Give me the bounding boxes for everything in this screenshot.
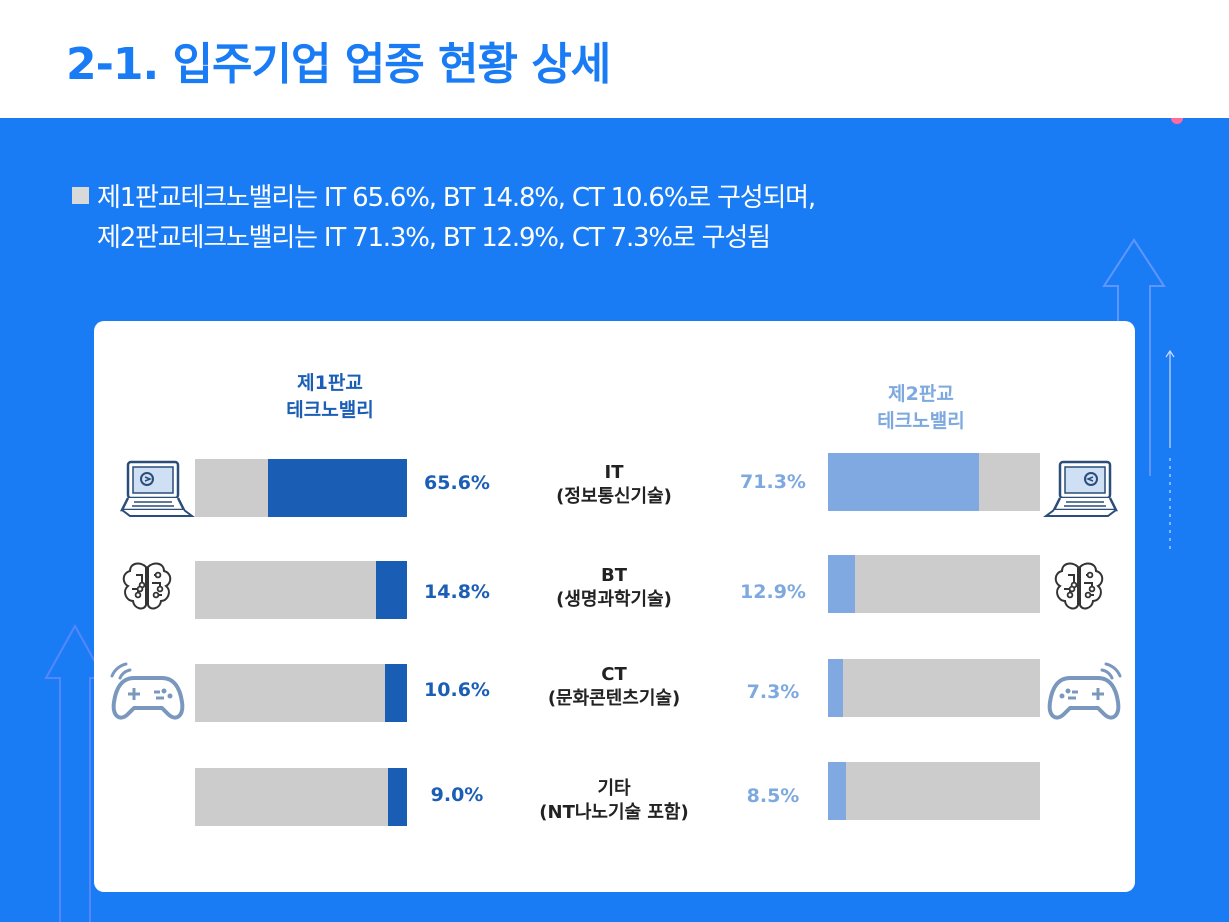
data-label-left: 14.8% — [424, 581, 490, 603]
laptop-icon — [120, 460, 195, 517]
brain-icon — [122, 562, 172, 610]
data-label-left: 65.6% — [424, 472, 490, 494]
data-label-right: 12.9% — [740, 581, 806, 603]
bar-track-left — [195, 768, 407, 826]
data-label-right: 8.5% — [746, 785, 800, 807]
category-label-line2: (생명과학기술) — [556, 589, 672, 610]
bar-track-left — [195, 664, 407, 722]
series-title-left: 제1판교 테크노밸리 — [250, 370, 410, 424]
decorative-arrow-icon — [1102, 238, 1166, 476]
data-label-left: 9.0% — [430, 784, 484, 806]
summary-text-1: 제1판교테크노밸리는 IT 65.6%, BT 14.8%, CT 10.6%로… — [97, 183, 816, 213]
series-title-right-line1: 제2판교 — [888, 383, 954, 405]
series-title-left-line1: 제1판교 — [297, 372, 363, 394]
category-label: BT (생명과학기술) — [514, 564, 714, 612]
laptop-icon — [1043, 460, 1118, 517]
data-label-left: 10.6% — [424, 679, 490, 701]
bar-track-right — [828, 453, 1040, 511]
gamepad-icon — [1047, 662, 1122, 720]
chart-card: 제1판교 테크노밸리 제2판교 테크노밸리 65.6% 71.3% IT (정보통신기… — [94, 321, 1135, 892]
category-label-line2: (문화콘텐츠기술) — [547, 688, 681, 709]
bar-left — [267, 459, 407, 517]
category-label-line1: IT — [604, 462, 624, 483]
category-label: CT (문화콘텐츠기술) — [514, 663, 714, 711]
series-title-left-line2: 테크노밸리 — [286, 399, 374, 421]
bar-right — [828, 453, 980, 511]
bar-right — [828, 762, 847, 820]
gamepad-icon — [110, 662, 185, 720]
brain-icon — [1054, 562, 1104, 610]
bar-track-right — [828, 555, 1040, 613]
data-label-right: 7.3% — [746, 681, 800, 703]
category-label-line2: (정보통신기술) — [556, 486, 672, 507]
summary-line-2: 제2판교테크노밸리는 IT 71.3%, BT 12.9%, CT 7.3%로 … — [97, 223, 771, 253]
bar-left — [384, 664, 407, 722]
bar-track-right — [828, 659, 1040, 717]
decorative-dot-icon — [1171, 118, 1183, 124]
page-title: 2-1. 입주기업 업종 현황 상세 — [66, 39, 611, 90]
category-label-line2: (NT나노기술 포함) — [539, 802, 689, 823]
category-label-line1: CT — [601, 664, 627, 685]
category-label: IT (정보통신기술) — [514, 461, 714, 509]
bullet-icon — [72, 187, 89, 204]
bar-right — [828, 659, 844, 717]
data-label-right: 71.3% — [740, 471, 806, 493]
bar-track-left — [195, 561, 407, 619]
category-label: 기타 (NT나노기술 포함) — [514, 777, 714, 825]
series-title-right-line2: 테크노밸리 — [877, 410, 965, 432]
summary: 제1판교테크노밸리는 IT 65.6%, BT 14.8%, CT 10.6%로… — [72, 178, 816, 258]
summary-line-1: 제1판교테크노밸리는 IT 65.6%, BT 14.8%, CT 10.6%로… — [72, 178, 816, 218]
bar-track-left — [195, 459, 407, 517]
decorative-line-icon — [1165, 349, 1175, 553]
header: 2-1. 입주기업 업종 현황 상세 — [0, 0, 1229, 118]
series-title-right: 제2판교 테크노밸리 — [841, 381, 1001, 435]
bar-track-right — [828, 762, 1040, 820]
bar-left — [375, 561, 407, 619]
category-label-line1: BT — [601, 565, 627, 586]
decorative-arrow-icon — [44, 623, 106, 922]
bar-right — [828, 555, 856, 613]
bar-left — [387, 768, 407, 826]
category-label-line1: 기타 — [597, 778, 631, 799]
